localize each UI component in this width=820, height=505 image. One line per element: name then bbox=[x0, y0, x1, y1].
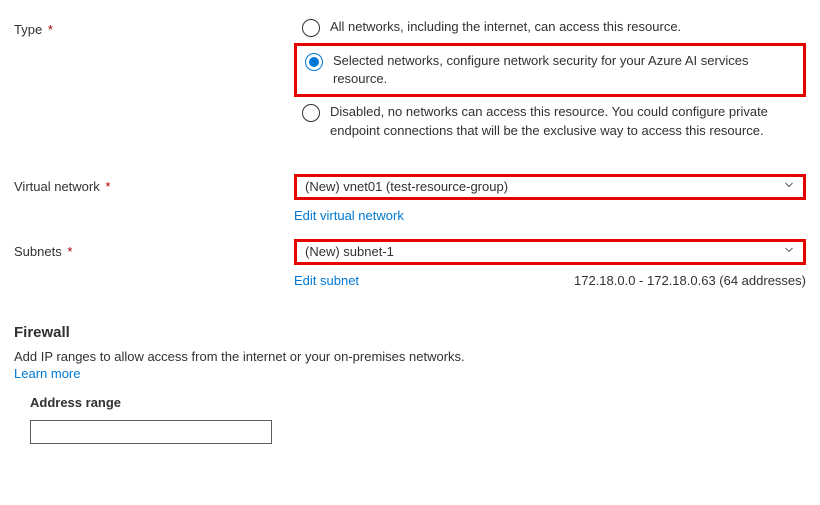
firewall-header: Firewall bbox=[14, 324, 806, 341]
subnets-dropdown[interactable]: (New) subnet-1 bbox=[294, 239, 806, 265]
type-label: Type * bbox=[14, 12, 294, 37]
required-marker: * bbox=[105, 179, 110, 194]
type-label-text: Type bbox=[14, 22, 42, 37]
required-marker: * bbox=[67, 244, 72, 259]
edit-virtual-network-link[interactable]: Edit virtual network bbox=[294, 208, 404, 223]
type-radio-group: All networks, including the internet, ca… bbox=[294, 12, 806, 146]
type-option-disabled[interactable]: Disabled, no networks can access this re… bbox=[294, 97, 806, 145]
radio-circle-selected-icon bbox=[305, 53, 323, 71]
radio-circle-icon bbox=[302, 104, 320, 122]
address-range-input[interactable] bbox=[30, 420, 272, 444]
virtual-network-label: Virtual network * bbox=[14, 174, 294, 200]
subnets-label: Subnets * bbox=[14, 239, 294, 265]
subnet-address-range: 172.18.0.0 - 172.18.0.63 (64 addresses) bbox=[574, 273, 806, 288]
subnets-label-text: Subnets bbox=[14, 244, 62, 259]
radio-circle-icon bbox=[302, 19, 320, 37]
virtual-network-value: (New) vnet01 (test-resource-group) bbox=[305, 179, 508, 194]
type-option-label: Selected networks, configure network sec… bbox=[333, 52, 795, 88]
edit-subnet-link[interactable]: Edit subnet bbox=[294, 273, 359, 288]
type-option-all-networks[interactable]: All networks, including the internet, ca… bbox=[294, 12, 806, 43]
type-option-label: All networks, including the internet, ca… bbox=[330, 18, 681, 36]
virtual-network-dropdown[interactable]: (New) vnet01 (test-resource-group) bbox=[294, 174, 806, 200]
subnets-value: (New) subnet-1 bbox=[305, 244, 394, 259]
type-option-selected-networks[interactable]: Selected networks, configure network sec… bbox=[294, 43, 806, 97]
required-marker: * bbox=[48, 22, 53, 37]
chevron-down-icon bbox=[783, 244, 795, 259]
chevron-down-icon bbox=[783, 179, 795, 194]
address-range-label: Address range bbox=[30, 395, 806, 410]
firewall-description: Add IP ranges to allow access from the i… bbox=[14, 349, 806, 364]
firewall-learn-more-link[interactable]: Learn more bbox=[14, 366, 80, 381]
virtual-network-label-text: Virtual network bbox=[14, 179, 100, 194]
type-option-label: Disabled, no networks can access this re… bbox=[330, 103, 798, 139]
